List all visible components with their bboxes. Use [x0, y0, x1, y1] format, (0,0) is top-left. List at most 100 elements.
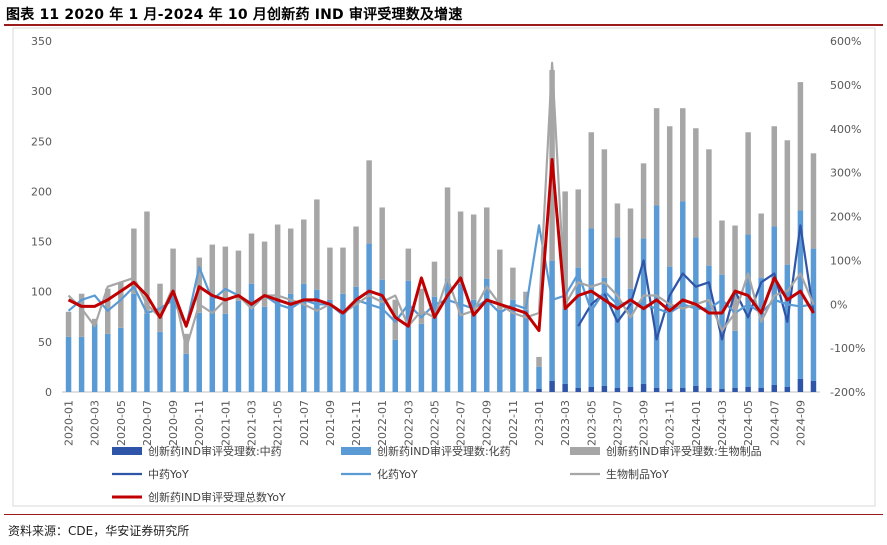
bar-chem — [78, 336, 85, 392]
x-tick-label: 2020-05 — [115, 400, 128, 446]
bar-bio — [379, 207, 385, 280]
bar-bio — [209, 244, 216, 298]
bar-bio — [575, 189, 581, 268]
y-left-tick-label: 350 — [31, 35, 52, 48]
x-tick-label: 2022-01 — [376, 400, 389, 446]
bar-bio — [784, 140, 791, 265]
x-tick-label: 2023-11 — [664, 400, 677, 446]
legend-label: 生物制品YoY — [606, 467, 669, 481]
bar-bio — [287, 228, 294, 294]
bar-chem — [340, 293, 346, 392]
bar-bio — [719, 220, 725, 275]
bar-chem — [601, 277, 608, 386]
x-tick-label: 2021-05 — [272, 400, 285, 446]
y-left-tick-label: 250 — [31, 135, 52, 148]
bar-bio — [301, 219, 307, 284]
bar-chem — [366, 243, 372, 392]
bar-chem — [575, 267, 581, 388]
bar-tcm — [627, 386, 634, 392]
legend-label: 创新药IND审评受理数:化药 — [377, 444, 511, 458]
bar-tcm — [719, 388, 725, 392]
bar-bio — [392, 299, 399, 340]
bar-chem — [614, 237, 621, 388]
bar-tcm — [797, 378, 804, 392]
bar-tcm — [588, 386, 595, 392]
x-tick-label: 2023-09 — [638, 400, 651, 446]
bar-chem — [196, 312, 202, 392]
bar-chem — [157, 331, 163, 392]
bar-chem — [392, 339, 399, 392]
bar-tcm — [758, 387, 764, 392]
bar-bio — [366, 160, 372, 244]
bar-bio — [65, 311, 72, 337]
bar-bio — [523, 291, 529, 310]
bar-bio — [261, 241, 268, 307]
bar-bio — [444, 187, 451, 279]
y-right-tick-label: 100% — [830, 254, 861, 267]
bar-tcm — [810, 380, 817, 392]
bar-tcm — [536, 388, 542, 392]
bar-bio — [666, 126, 673, 267]
bar-bio — [222, 246, 229, 314]
x-tick-label: 2023-05 — [585, 400, 598, 446]
y-right-tick-label: -200% — [830, 386, 865, 399]
y-right-tick-label: 200% — [830, 211, 861, 224]
bar-chem — [719, 274, 725, 389]
bar-bio — [327, 247, 333, 300]
y-right-tick-label: 300% — [830, 167, 861, 180]
bar-bio — [693, 128, 699, 238]
bar-tcm — [732, 387, 738, 392]
legend-label: 创新药IND审评受理数:中药 — [148, 444, 282, 458]
bar-bio — [640, 163, 647, 239]
bar-bio — [170, 248, 176, 294]
chart-frame — [12, 27, 876, 507]
bar-bio — [601, 149, 608, 278]
bar-chem — [627, 288, 634, 387]
legend-label: 创新药IND审评受理总数YoY — [148, 490, 286, 504]
bar-bio — [653, 108, 660, 206]
y-right-tick-label: 500% — [830, 79, 861, 92]
bar-chem — [810, 248, 817, 381]
bar-bio — [536, 356, 542, 367]
bar-tcm — [680, 387, 686, 392]
x-tick-label: 2021-07 — [298, 400, 311, 446]
x-tick-label: 2024-07 — [768, 400, 781, 446]
y-right-tick-label: -100% — [830, 342, 865, 355]
bar-chem — [235, 300, 242, 392]
line-total-yoy — [67, 158, 815, 333]
x-tick-label: 2024-03 — [716, 400, 729, 446]
bar-chem — [797, 210, 804, 379]
bar-bio — [196, 257, 202, 313]
bar-tcm — [706, 387, 712, 392]
bar-chem — [287, 293, 294, 392]
bar-bio — [771, 126, 778, 227]
bar-chem — [274, 299, 281, 392]
y-left-tick-label: 50 — [38, 336, 52, 349]
bar-bio — [797, 82, 804, 211]
legend-swatch — [341, 447, 371, 455]
bar-chem — [209, 297, 216, 392]
bar-chem — [771, 226, 778, 385]
bar-bio — [457, 211, 464, 284]
x-tick-label: 2024-01 — [690, 400, 703, 446]
bar-chem — [431, 296, 438, 392]
bar-chem — [379, 279, 385, 392]
bar-bio — [248, 233, 255, 284]
bar-chem — [483, 278, 490, 392]
bar-chem — [222, 313, 229, 392]
bar-tcm — [745, 386, 751, 392]
x-tick-label: 2022-03 — [402, 400, 415, 446]
chart-title: 图表 11 2020 年 1 月-2024 年 10 月创新药 IND 审评受理… — [6, 7, 463, 23]
x-tick-label: 2023-03 — [559, 400, 572, 446]
bar-chem — [549, 260, 555, 381]
bar-chem — [118, 327, 124, 392]
bar-tcm — [640, 383, 647, 392]
legend-label: 创新药IND审评受理数:生物制品 — [606, 444, 762, 458]
bar-chem — [91, 323, 98, 392]
bar-tcm — [549, 380, 555, 392]
bar-chem — [457, 283, 464, 392]
bar-bio — [562, 191, 568, 309]
bar-bio — [745, 132, 751, 235]
bar-chem — [470, 299, 477, 392]
y-right-tick-label: 0% — [830, 298, 847, 311]
